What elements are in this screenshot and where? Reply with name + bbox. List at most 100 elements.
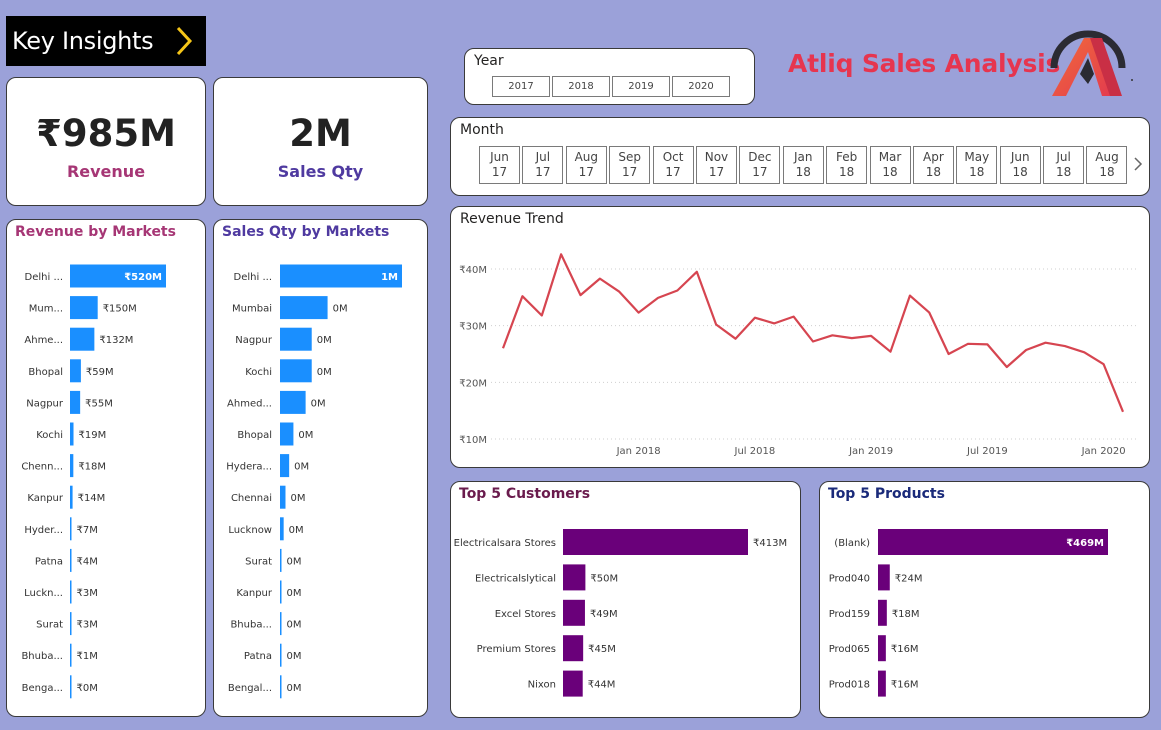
revenue_by_markets-bar[interactable] — [70, 548, 72, 572]
trend-y-tick-label: ₹10M — [459, 435, 487, 446]
sales-qty-kpi-value: 2M — [289, 112, 352, 155]
key-insights-button[interactable]: Key Insights — [6, 16, 206, 66]
revenue_by_markets-bar[interactable] — [70, 327, 95, 351]
revenue_by_markets-bar[interactable] — [70, 296, 98, 320]
sales_qty_by_markets-bar[interactable] — [280, 548, 282, 572]
revenue-trend-line[interactable] — [501, 253, 1125, 413]
revenue_by_markets-category-label: Kochi — [36, 430, 63, 441]
month-option-aug-17[interactable]: Aug 17 — [565, 146, 607, 184]
sales-qty-by-markets-title: Sales Qty by Markets — [222, 224, 390, 240]
top5_customers-category-label: Premium Stores — [477, 644, 556, 655]
top5_customers-bar[interactable] — [563, 670, 583, 697]
sales_qty_by_markets-value-label: 0M — [287, 683, 302, 694]
sales_qty_by_markets-category-label: Patna — [244, 651, 272, 662]
revenue_by_markets-bar[interactable] — [70, 643, 72, 667]
sales_qty_by_markets-bar[interactable] — [280, 264, 402, 288]
year-option-2018[interactable]: 2018 — [552, 76, 610, 97]
top5_products-bar[interactable] — [878, 670, 886, 697]
trend-y-tick-label: ₹40M — [459, 265, 487, 276]
key-insights-label: Key Insights — [12, 27, 154, 55]
month-slicer-title: Month — [460, 122, 504, 138]
sales_qty_by_markets-bar[interactable] — [280, 390, 306, 414]
month-option-sep-17[interactable]: Sep 17 — [609, 146, 651, 184]
month-option-nov-17[interactable]: Nov 17 — [695, 146, 737, 184]
sales_qty_by_markets-value-label: 0M — [287, 651, 302, 662]
revenue_by_markets-category-label: Nagpur — [26, 398, 64, 409]
sales_qty_by_markets-bar[interactable] — [280, 296, 328, 320]
revenue_by_markets-value-label: ₹4M — [77, 556, 98, 567]
revenue_by_markets-bar[interactable] — [70, 517, 72, 541]
revenue_by_markets-bar[interactable] — [70, 580, 72, 604]
revenue_by_markets-bar[interactable] — [70, 485, 73, 509]
month-option-month: Jan — [793, 150, 813, 164]
sales_qty_by_markets-bar[interactable] — [280, 580, 282, 604]
revenue_by_markets-value-label: ₹18M — [78, 462, 106, 473]
top5_products-bar[interactable] — [878, 529, 1108, 555]
brand-title: Atliq Sales Analysis — [788, 49, 1061, 78]
revenue_by_markets-bar[interactable] — [70, 422, 74, 446]
revenue_by_markets-bar[interactable] — [70, 390, 81, 414]
sales_qty_by_markets-category-label: Bhuba... — [230, 620, 272, 631]
sales_qty_by_markets-bar[interactable] — [280, 422, 294, 446]
top5_customers-category-label: Electricalslytical — [475, 573, 556, 584]
revenue_by_markets-bar[interactable] — [70, 264, 166, 288]
sales_qty_by_markets-bar[interactable] — [280, 612, 282, 636]
month-option-jul-17[interactable]: Jul 17 — [522, 146, 564, 184]
month-option-aug-18[interactable]: Aug 18 — [1086, 146, 1128, 184]
month-slicer: Month Jun 17 Jul 17 Aug 17 Sep 17 Oct 17 Nov 17 Dec 1… — [450, 117, 1150, 196]
sales_qty_by_markets-category-label: Delhi ... — [234, 272, 272, 283]
top5_products-bar[interactable] — [878, 564, 890, 591]
top5_products-value-label: ₹18M — [892, 609, 920, 620]
top5_products-category-label: Prod065 — [829, 644, 870, 655]
month-option-jun-17[interactable]: Jun 17 — [479, 146, 520, 184]
top5_customers-bar[interactable] — [563, 564, 586, 591]
top5_customers-bar[interactable] — [563, 599, 585, 626]
sales_qty_by_markets-bar[interactable] — [280, 675, 282, 699]
top5_customers-value-label: ₹44M — [588, 680, 616, 691]
revenue-by-markets-card: Revenue by Markets Delhi ... ₹520M Mum... ₹… — [6, 219, 206, 717]
year-option-2019[interactable]: 2019 — [612, 76, 670, 97]
sales_qty_by_markets-bar[interactable] — [280, 643, 282, 667]
sales_qty_by_markets-bar[interactable] — [280, 327, 312, 351]
revenue_by_markets-value-label: ₹14M — [78, 493, 106, 504]
revenue_by_markets-bar[interactable] — [70, 675, 72, 699]
revenue-kpi-label: Revenue — [66, 162, 146, 181]
revenue_by_markets-value-label: ₹55M — [85, 398, 113, 409]
revenue_by_markets-bar[interactable] — [70, 612, 72, 636]
month-option-may-18[interactable]: May 18 — [956, 146, 998, 184]
top5_products-bar[interactable] — [878, 599, 887, 626]
revenue_by_markets-bar[interactable] — [70, 359, 81, 383]
top5_products-value-label: ₹16M — [891, 680, 919, 691]
revenue-trend-card: Revenue Trend ₹10M ₹20M ₹30M ₹40M Jan 2018 Ju… — [450, 206, 1150, 468]
top5_customers-bar[interactable] — [563, 529, 748, 555]
sales_qty_by_markets-bar[interactable] — [280, 485, 286, 509]
chevron-right-icon[interactable] — [1133, 156, 1143, 172]
sales_qty_by_markets-bar[interactable] — [280, 517, 284, 541]
month-option-month: Sep — [618, 150, 641, 164]
month-option-jul-18[interactable]: Jul 18 — [1043, 146, 1085, 184]
month-option-jan-18[interactable]: Jan 18 — [782, 146, 824, 184]
month-option-feb-18[interactable]: Feb 18 — [826, 146, 868, 184]
sales_qty_by_markets-bar[interactable] — [280, 454, 290, 478]
year-option-2020[interactable]: 2020 — [672, 76, 730, 97]
revenue_by_markets-value-label: ₹3M — [77, 588, 98, 599]
sales_qty_by_markets-category-label: Kochi — [245, 367, 272, 378]
sales-qty-by-markets-chart: Delhi ... 1M Mumbai 0M Nagpur 0M Kochi 0M Ahmed.… — [226, 264, 402, 699]
month-option-mar-18[interactable]: Mar 18 — [869, 146, 911, 184]
top5_products-value-label: ₹16M — [891, 644, 919, 655]
revenue_by_markets-category-label: Delhi ... — [25, 272, 63, 283]
month-option-year: 17 — [622, 165, 638, 179]
top5_customers-bar[interactable] — [563, 635, 584, 662]
year-slicer: Year 2017 2018 2019 2020 — [464, 48, 755, 105]
top5_products-bar[interactable] — [878, 635, 886, 662]
year-option-2017[interactable]: 2017 — [492, 76, 550, 97]
revenue_by_markets-bar[interactable] — [70, 454, 74, 478]
sales_qty_by_markets-value-label: 0M — [317, 367, 332, 378]
month-option-oct-17[interactable]: Oct 17 — [652, 146, 694, 184]
month-option-apr-18[interactable]: Apr 18 — [912, 146, 954, 184]
month-option-dec-17[interactable]: Dec 17 — [739, 146, 781, 184]
sales_qty_by_markets-bar[interactable] — [280, 359, 312, 383]
revenue_by_markets-category-label: Benga... — [22, 683, 63, 694]
trend-x-tick-label: Jul 2018 — [734, 446, 776, 457]
month-option-jun-18[interactable]: Jun 18 — [999, 146, 1041, 184]
